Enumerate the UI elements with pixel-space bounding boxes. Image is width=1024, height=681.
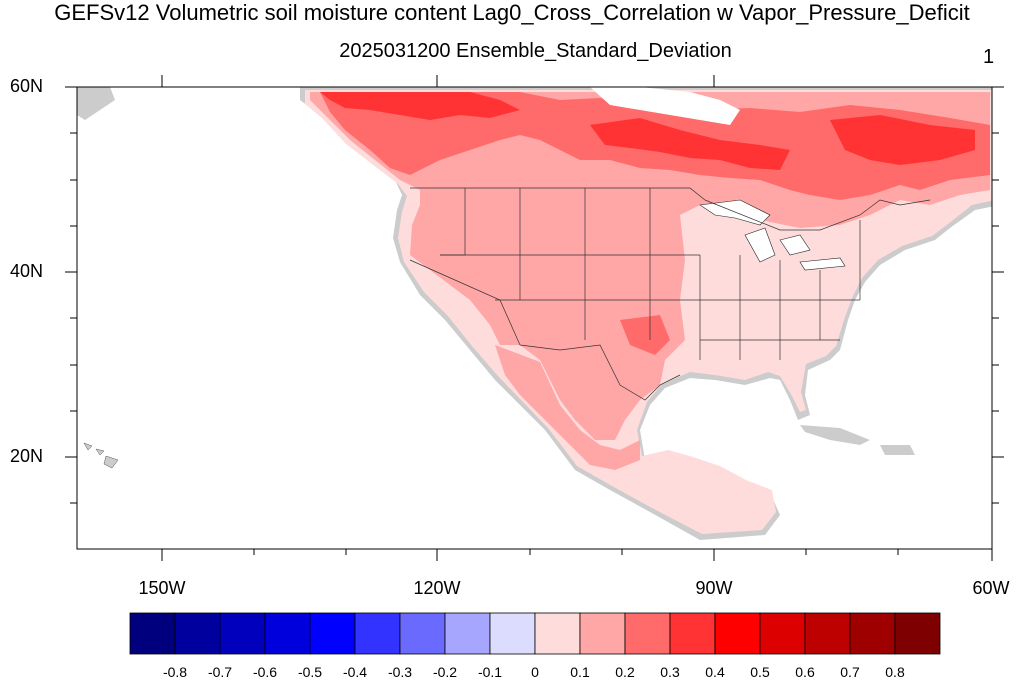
colorbar-box: [309, 612, 356, 655]
map-layer: [77, 87, 992, 549]
canada-red-2: [590, 118, 790, 170]
political-boundaries: [409, 187, 931, 401]
hispaniola: [880, 445, 915, 455]
colorbar-box: [669, 612, 716, 655]
canada-red-3: [830, 115, 975, 165]
colorbar-tick-label: 0.8: [885, 664, 905, 680]
hudson-bay: [590, 87, 740, 125]
colorbar-tick-label: 0.3: [660, 664, 680, 680]
colorbar-box: [714, 612, 761, 655]
colorbar-tick-label: -0.7: [207, 664, 233, 680]
colorbar-box: [624, 612, 671, 655]
colorbar-box: [129, 612, 176, 655]
mexico-medium: [495, 345, 640, 470]
colorbar-box: [264, 612, 311, 655]
colorbar-tick-label: 0.5: [750, 664, 770, 680]
colorbar-box: [354, 612, 401, 655]
lon-label-150w: 150W: [138, 578, 186, 598]
colorbar-tick-label: 0.7: [840, 664, 860, 680]
alaska-fragment: [77, 87, 115, 120]
plains-medium-patch: [620, 315, 670, 355]
hawaii: [83, 442, 119, 469]
colorbar-tick-label: 0: [531, 664, 539, 680]
canada-red-1: [320, 92, 520, 120]
colorbar-tick-label: 0.1: [570, 664, 590, 680]
lon-label-120w: 120W: [413, 578, 461, 598]
colorbar-tick-label: -0.8: [162, 664, 188, 680]
colorbar-tick-label: -0.1: [477, 664, 503, 680]
colorbar-box: [399, 612, 446, 655]
colorbar-box: [489, 612, 536, 655]
colorbar-box: [219, 612, 266, 655]
map-ticks: [65, 75, 1004, 561]
lat-label-60n: 60N: [10, 76, 44, 96]
colorbar-box: [804, 612, 851, 655]
colorbar-tick-label: -0.6: [252, 664, 278, 680]
panel-number: 1: [983, 46, 995, 68]
colorbar-box: [759, 612, 806, 655]
map-title: GEFSv12 Volumetric soil moisture content…: [54, 0, 970, 25]
cuba: [800, 425, 870, 445]
colorbar-tick-label: 0.4: [705, 664, 725, 680]
colorbar-tick-label: -0.4: [342, 664, 368, 680]
lon-label-90w: 90W: [695, 578, 733, 598]
colorbar-tick-label: 0.2: [615, 664, 635, 680]
colorbar-box: [894, 612, 941, 655]
map-subtitle: 2025031200 Ensemble_Standard_Deviation: [339, 40, 732, 62]
colorbar-tick-label: -0.2: [432, 664, 458, 680]
colorbar-tick-label: -0.5: [297, 664, 323, 680]
lat-label-40n: 40N: [10, 261, 44, 281]
lon-label-60w: 60W: [972, 578, 1010, 598]
colorbar-box: [849, 612, 896, 655]
colorbar-box: [174, 612, 221, 655]
colorbar-box: [444, 612, 491, 655]
colorbar-tick-label: 0.6: [795, 664, 815, 680]
great-lakes: [699, 199, 846, 271]
colorbar-tick-label: -0.3: [387, 664, 413, 680]
colorbar: [129, 612, 941, 655]
lat-label-20n: 20N: [10, 446, 44, 466]
colorbar-box: [534, 612, 581, 655]
colorbar-box: [579, 612, 626, 655]
